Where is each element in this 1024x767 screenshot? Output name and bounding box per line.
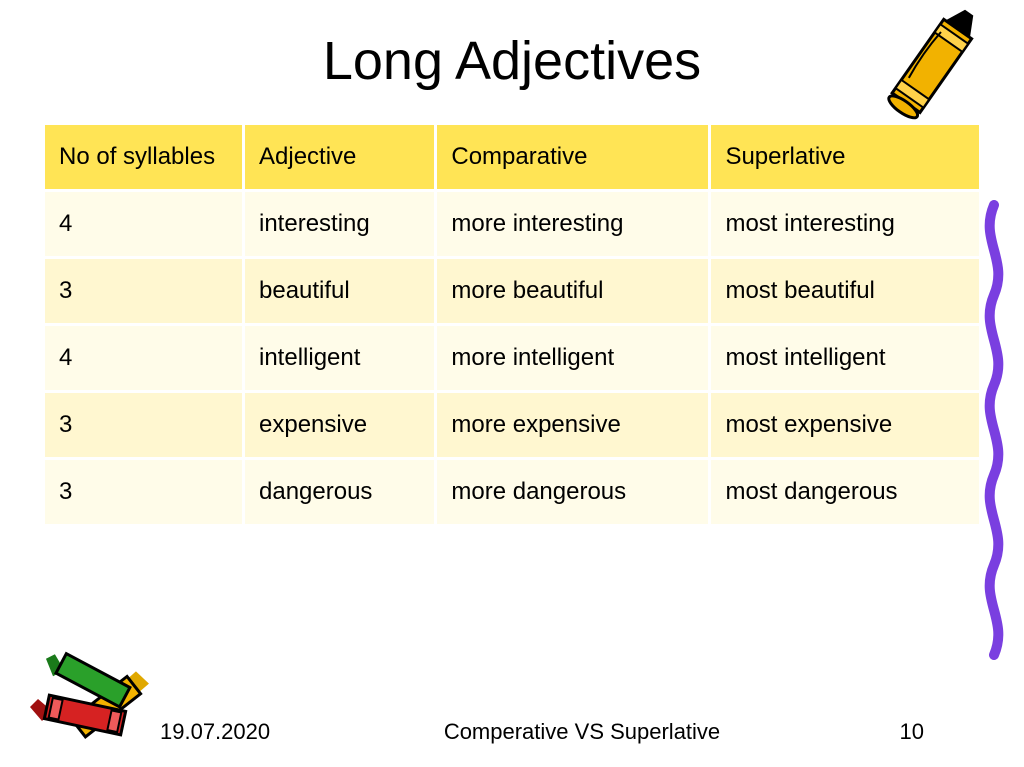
table-row: 3 dangerous more dangerous most dangerou…: [44, 459, 981, 526]
cell-adjective: beautiful: [244, 258, 436, 325]
footer-date: 19.07.2020: [40, 719, 360, 745]
col-header-superlative: Superlative: [710, 124, 981, 191]
cell-comparative: more beautiful: [436, 258, 710, 325]
cell-syllables: 3: [44, 258, 244, 325]
footer-subtitle: Comperative VS Superlative: [360, 719, 804, 745]
cell-comparative: more expensive: [436, 392, 710, 459]
cell-adjective: interesting: [244, 191, 436, 258]
table-row: 3 expensive more expensive most expensiv…: [44, 392, 981, 459]
cell-superlative: most beautiful: [710, 258, 981, 325]
cell-comparative: more dangerous: [436, 459, 710, 526]
table-row: 3 beautiful more beautiful most beautifu…: [44, 258, 981, 325]
slide-footer: 19.07.2020 Comperative VS Superlative 10: [0, 719, 1024, 745]
cell-adjective: intelligent: [244, 325, 436, 392]
adjectives-table: No of syllables Adjective Comparative Su…: [42, 122, 982, 527]
col-header-adjective: Adjective: [244, 124, 436, 191]
cell-comparative: more interesting: [436, 191, 710, 258]
cell-comparative: more intelligent: [436, 325, 710, 392]
cell-adjective: expensive: [244, 392, 436, 459]
slide-title: Long Adjectives: [40, 30, 984, 92]
cell-superlative: most dangerous: [710, 459, 981, 526]
cell-syllables: 3: [44, 459, 244, 526]
table-row: 4 intelligent more intelligent most inte…: [44, 325, 981, 392]
cell-syllables: 4: [44, 325, 244, 392]
cell-syllables: 4: [44, 191, 244, 258]
cell-superlative: most interesting: [710, 191, 981, 258]
footer-page-number: 10: [804, 719, 984, 745]
table-row: 4 interesting more interesting most inte…: [44, 191, 981, 258]
col-header-comparative: Comparative: [436, 124, 710, 191]
cell-adjective: dangerous: [244, 459, 436, 526]
table-header-row: No of syllables Adjective Comparative Su…: [44, 124, 981, 191]
col-header-syllables: No of syllables: [44, 124, 244, 191]
cell-superlative: most expensive: [710, 392, 981, 459]
cell-superlative: most intelligent: [710, 325, 981, 392]
cell-syllables: 3: [44, 392, 244, 459]
